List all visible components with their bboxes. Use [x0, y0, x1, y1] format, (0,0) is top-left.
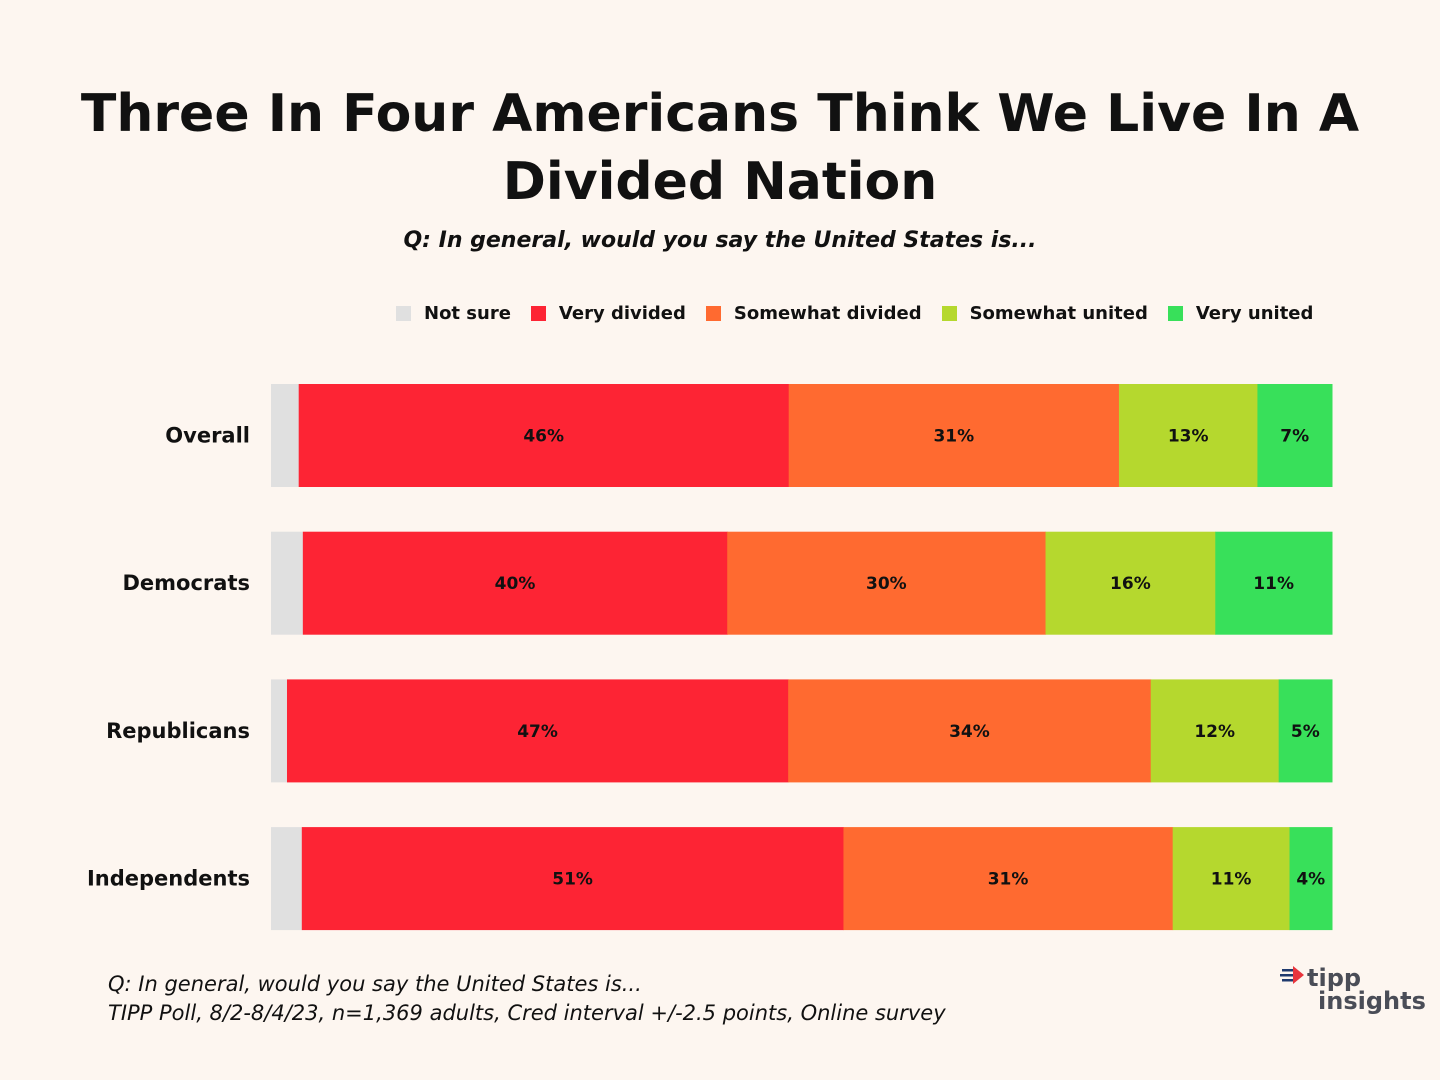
bar-segment: [1257, 384, 1333, 487]
data-label: 11%: [1211, 870, 1252, 890]
data-label: 34%: [949, 722, 990, 742]
bar-segment: [1172, 827, 1291, 931]
data-label: 4%: [1296, 870, 1325, 890]
data-label: 7%: [1280, 427, 1309, 447]
data-label: 40%: [495, 574, 536, 594]
bar-segment: [1278, 679, 1333, 783]
bar-segment: [271, 827, 303, 931]
legend-swatch: [530, 305, 546, 321]
data-label: 12%: [1194, 722, 1235, 742]
data-label: 13%: [1168, 427, 1209, 447]
bar-segment: [271, 531, 304, 635]
legend-label: Very united: [1195, 302, 1314, 324]
logo-arrow-icon: [1280, 966, 1304, 984]
chart-subtitle: Q: In general, would you say the United …: [403, 228, 1037, 253]
legend-label: Not sure: [424, 302, 511, 324]
legend-label: Somewhat united: [969, 302, 1148, 324]
chart-title-line-1: Three In Four Americans Think We Live In…: [80, 84, 1360, 144]
legend-item-3: Somewhat united: [941, 302, 1148, 324]
source-note: Q: In general, would you say the United …: [108, 970, 946, 1028]
chart-legend: Not sure Very divided Somewhat divided Some…: [396, 300, 1333, 326]
bar-segment: [301, 827, 844, 931]
legend-label: Somewhat divided: [733, 302, 922, 324]
data-label: 51%: [552, 870, 593, 890]
data-label: 16%: [1110, 574, 1151, 594]
data-label: 5%: [1291, 722, 1320, 742]
bar-segment: [788, 384, 1120, 487]
data-label: 31%: [933, 427, 974, 447]
data-label: 46%: [523, 427, 564, 447]
category-label: Democrats: [123, 571, 251, 595]
bar-segment: [843, 827, 1174, 931]
bar-segment: [1045, 531, 1216, 635]
bar-segment: [298, 384, 790, 487]
source-line-1: Q: In general, would you say the United …: [108, 972, 642, 996]
legend-swatch: [941, 305, 957, 321]
legend-item-2: Somewhat divided: [705, 302, 922, 324]
bar-segment: [1118, 384, 1258, 487]
category-label: Overall: [165, 424, 250, 448]
legend-label: Very divided: [558, 302, 686, 324]
data-label: 47%: [517, 722, 558, 742]
tipp-insights-logo: tipp insights: [1280, 964, 1425, 1015]
category-label: Independents: [87, 867, 250, 891]
legend-item-0: Not sure: [396, 303, 511, 324]
legend-item-4: Very united: [1167, 302, 1314, 324]
data-label: 31%: [988, 870, 1029, 890]
chart-title: Three In Four Americans Think We Live In…: [0, 80, 1440, 216]
source-line-2: TIPP Poll, 8/2-8/4/23, n=1,369 adults, C…: [108, 1001, 946, 1025]
bar-segment: [271, 384, 300, 487]
bar-segment: [286, 679, 789, 783]
category-label: Republicans: [106, 719, 250, 743]
bar-segment: [302, 531, 728, 635]
bar-segment: [1150, 679, 1280, 783]
chart-title-line-2: Divided Nation: [502, 152, 938, 212]
bar-segment: [1289, 827, 1333, 931]
logo-word-tipp: tipp: [1307, 964, 1361, 992]
bar-segment: [1215, 531, 1333, 635]
logo-word-insights: insights: [1318, 987, 1425, 1015]
legend-swatch: [705, 305, 721, 321]
bar-segment: [727, 531, 1047, 635]
bar-segment: [271, 679, 288, 783]
data-label: 30%: [866, 574, 907, 594]
legend-swatch: [1167, 305, 1183, 321]
bar-segment: [788, 679, 1152, 783]
data-label: 11%: [1253, 574, 1294, 594]
legend-swatch: [396, 305, 411, 321]
legend-item-1: Very divided: [530, 302, 686, 324]
